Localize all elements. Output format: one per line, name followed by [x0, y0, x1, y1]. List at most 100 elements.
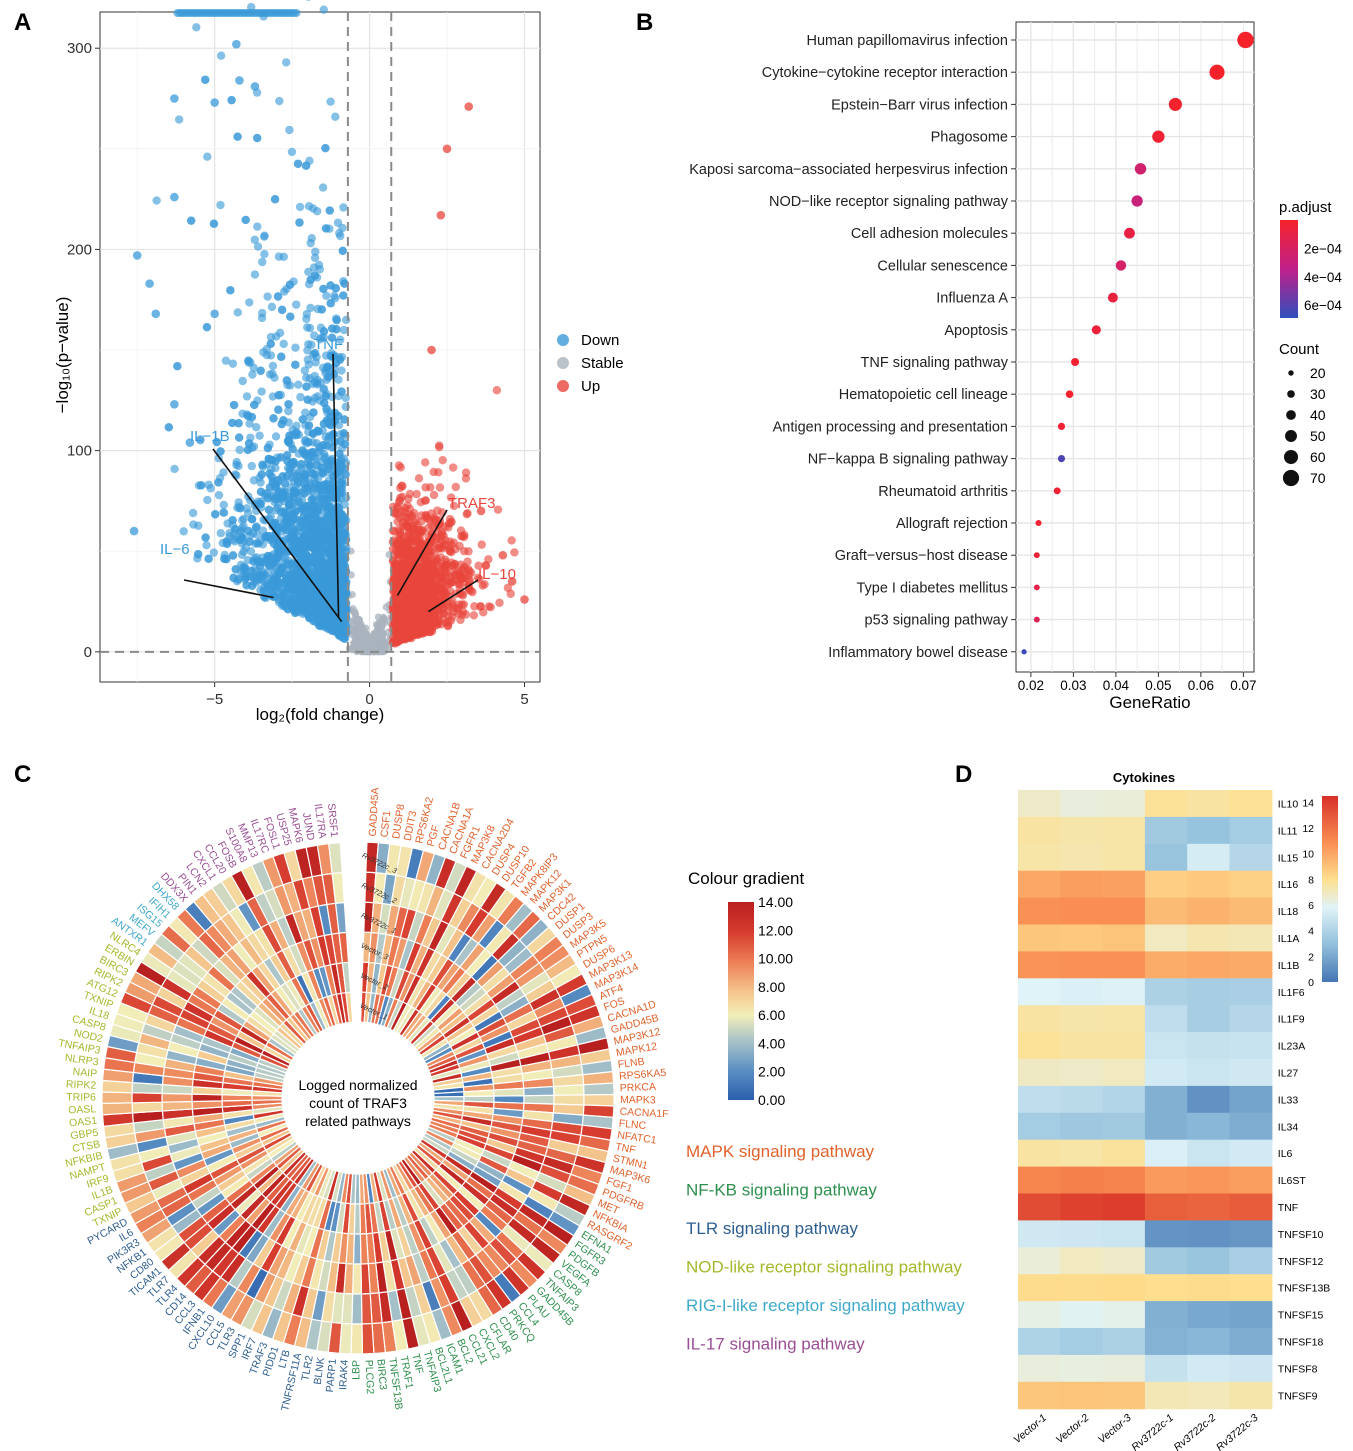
down-point [303, 513, 312, 522]
up-point [416, 582, 425, 592]
up-point [457, 600, 467, 609]
up-point [394, 550, 403, 560]
outlier-point [132, 251, 142, 260]
up-point [396, 483, 405, 492]
outlier-point [427, 345, 436, 355]
count-legend-title: Count [1279, 341, 1320, 358]
down-point [338, 246, 347, 255]
up-point [458, 591, 468, 600]
down-point [323, 362, 332, 371]
down-point [219, 508, 229, 518]
down-point [319, 327, 329, 336]
outlier-point [145, 279, 154, 288]
padjust-tick-label: 2e−04 [1304, 241, 1342, 256]
down-point [286, 312, 295, 321]
count-legend-label: 40 [1310, 407, 1326, 423]
down-point [302, 382, 311, 391]
down-point [202, 541, 211, 550]
stable-point [369, 637, 377, 645]
down-point [332, 596, 342, 605]
pathway-label: Epstein−Barr virus infection [831, 97, 1008, 113]
down-point [203, 152, 212, 161]
up-point [459, 546, 469, 556]
down-point [336, 548, 346, 557]
down-point [301, 161, 311, 170]
stable-point [358, 624, 366, 633]
down-point [203, 495, 212, 505]
down-point [278, 563, 287, 573]
down-point [237, 533, 247, 543]
outlier-point [129, 526, 139, 536]
up-point [484, 602, 494, 611]
pathway-label: NOD−like receptor signaling pathway [769, 194, 1009, 210]
down-point [305, 0, 311, 1]
panel-label-d: D [955, 761, 972, 788]
panel-label-b: B [636, 9, 653, 36]
down-point [279, 339, 288, 349]
down-point [234, 461, 243, 471]
pathway-label: Influenza A [936, 291, 1008, 307]
up-point [461, 474, 471, 483]
pathway-dot [1057, 455, 1066, 463]
down-point [295, 202, 305, 212]
outlier-point [235, 76, 244, 85]
up-point [426, 483, 435, 492]
up-point [477, 540, 486, 549]
down-point [256, 487, 266, 497]
pathway-label: Cellular senescence [877, 258, 1008, 274]
pathway-label: Type I diabetes mellitus [856, 580, 1008, 596]
down-point [256, 366, 265, 375]
down-point [186, 216, 196, 225]
down-point [318, 183, 328, 192]
stable-point [352, 613, 360, 621]
down-point [337, 366, 346, 375]
down-point [303, 529, 312, 539]
down-point [310, 253, 320, 263]
outlier-point [436, 210, 446, 220]
up-point [407, 605, 416, 614]
up-point [422, 511, 431, 521]
stable-point [381, 646, 389, 655]
up-point [441, 560, 450, 570]
legend-swatch-up [557, 380, 569, 392]
down-point [258, 257, 267, 267]
down-point [189, 520, 198, 529]
down-point [249, 557, 258, 566]
up-point [435, 483, 445, 492]
up-point [507, 536, 516, 545]
down-point [244, 439, 254, 448]
down-point [295, 218, 304, 227]
up-point [429, 587, 438, 596]
down-point [339, 203, 348, 212]
down-point [179, 527, 188, 536]
down-point [304, 201, 314, 211]
padjust-tick-label: 6e−04 [1304, 298, 1342, 313]
pathway-dot [1035, 519, 1042, 527]
down-point [285, 280, 295, 289]
outlier-point [250, 82, 260, 91]
up-point [392, 594, 402, 604]
down-point [274, 405, 283, 414]
down-point [229, 400, 239, 410]
up-point [388, 638, 398, 648]
pathway-dot [1237, 31, 1254, 49]
up-point [434, 468, 443, 477]
up-point [395, 620, 404, 630]
volcano-xlabel: log₂(fold change) [256, 705, 385, 724]
up-point [438, 456, 447, 465]
up-point [404, 615, 413, 624]
up-point [443, 621, 453, 631]
down-point [275, 96, 284, 106]
down-point [251, 523, 261, 532]
down-point [257, 387, 266, 396]
down-point [247, 514, 257, 524]
legend-label-stable: Stable [581, 355, 624, 372]
annotation-label-traf3: TRAF3 [448, 495, 496, 512]
pathway-dot [1209, 64, 1225, 80]
down-point [300, 366, 310, 375]
count-legend-dot [1285, 430, 1297, 442]
down-point [233, 308, 242, 317]
down-point [258, 571, 267, 581]
up-point [455, 580, 465, 589]
up-point [423, 613, 433, 623]
